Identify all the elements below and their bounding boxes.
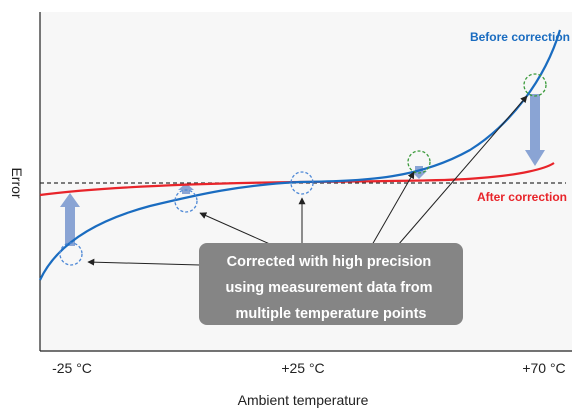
correction-arrow-mid-left xyxy=(178,183,194,194)
callout-line-1: Corrected with high precision xyxy=(227,254,432,270)
callout-line-2: using measurement data from xyxy=(225,280,432,296)
x-tick-plus70: +70 °C xyxy=(522,360,565,376)
callout-line-3: multiple temperature points xyxy=(236,306,427,322)
correction-arrow-minus25 xyxy=(60,193,80,246)
svg-text:Corrected with high precision: Corrected with high precision using meas… xyxy=(225,254,436,322)
before-correction-label: Before correction xyxy=(470,30,570,44)
measurement-point-plus25 xyxy=(290,171,314,195)
callout-pointers xyxy=(87,95,528,266)
measurement-point-plus70 xyxy=(523,73,547,97)
measurement-point-minus25 xyxy=(59,242,83,266)
x-axis-title: Ambient temperature xyxy=(238,392,369,408)
x-tick-minus25: -25 °C xyxy=(52,360,92,376)
callout-box xyxy=(199,243,463,325)
correction-arrow-plus70 xyxy=(525,94,545,166)
after-correction-label: After correction xyxy=(477,190,567,204)
measurement-point-mid-left xyxy=(174,189,198,213)
correction-arrow-mid-right xyxy=(411,166,427,179)
measurement-point-mid-right xyxy=(407,150,431,174)
x-tick-plus25: +25 °C xyxy=(281,360,324,376)
after-correction-line xyxy=(39,162,555,197)
y-axis-title: Error xyxy=(9,167,25,198)
